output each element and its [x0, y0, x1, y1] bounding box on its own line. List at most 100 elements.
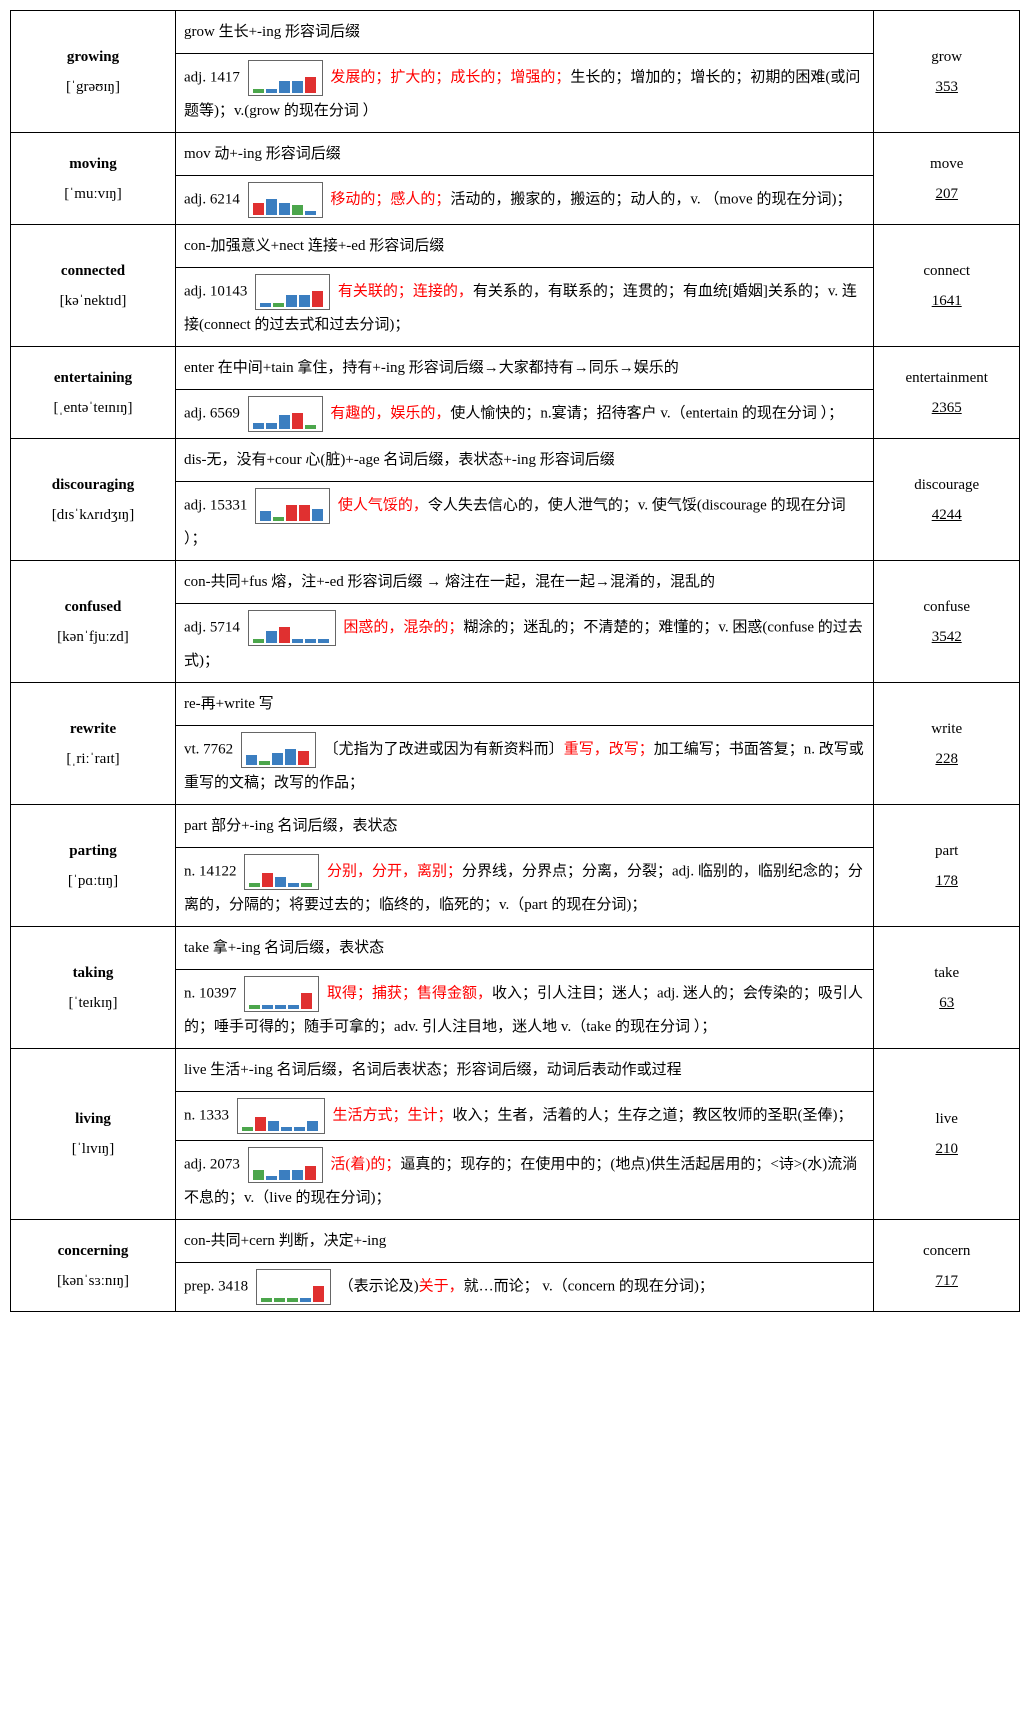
related-rank: 210 [882, 1134, 1011, 1164]
headword: growing [67, 49, 119, 65]
headword: parting [69, 843, 117, 859]
freq-bars [248, 610, 336, 646]
def-rest: 收入；生者，活着的人；生存之道；教区牧师的圣职(圣俸)； [453, 1107, 853, 1123]
headword: living [75, 1111, 111, 1127]
related-rank: 2365 [882, 393, 1011, 423]
vocab-table: growing[ˈgrəʊɪŋ]grow 生长+-ing 形容词后缀grow35… [10, 10, 1020, 1312]
etymology-cell: con-共同+cern 判断，决定+-ing [176, 1220, 874, 1263]
freq-bars [244, 854, 319, 890]
pronunciation: [ˌentəˈteɪnɪŋ] [19, 393, 167, 423]
rank: 2073 [210, 1156, 240, 1172]
word-cell: parting[ˈpɑːtɪŋ] [11, 805, 176, 927]
definition-cell: n. 1333 生活方式；生计；收入；生者，活着的人；生存之道；教区牧师的圣职(… [176, 1092, 874, 1141]
related-rank: 717 [882, 1266, 1011, 1296]
definition-cell: n. 10397 取得；捕获；售得金额，收入；引人注目；迷人；adj. 迷人的；… [176, 970, 874, 1049]
freq-bars [248, 1147, 323, 1183]
pos: vt. [184, 741, 203, 757]
related-word: entertainment [905, 370, 987, 386]
related-word: grow [931, 49, 962, 65]
related-rank: 228 [882, 744, 1011, 774]
freq-bars [255, 274, 330, 310]
pronunciation: [ˈmuːvɪŋ] [19, 179, 167, 209]
word-cell: rewrite[ˌriːˈraɪt] [11, 683, 176, 805]
freq-bars [255, 488, 330, 524]
def-primary: 使人气馁的， [338, 497, 428, 513]
pos: adj. [184, 1156, 210, 1172]
related-word: live [935, 1111, 958, 1127]
related-cell: connect1641 [874, 225, 1020, 347]
pos: n. [184, 863, 199, 879]
freq-bars [248, 396, 323, 432]
related-cell: grow353 [874, 11, 1020, 133]
related-rank: 3542 [882, 622, 1011, 652]
headword: taking [73, 965, 114, 981]
pronunciation: [kənˈsɜːnɪŋ] [19, 1266, 167, 1296]
etymology-cell: con-加强意义+nect 连接+-ed 形容词后缀 [176, 225, 874, 268]
def-primary: 有趣的，娱乐的， [330, 405, 450, 421]
rank: 5714 [210, 619, 240, 635]
word-cell: connected[kəˈnektɪd] [11, 225, 176, 347]
definition-cell: n. 14122 分别，分开，离别；分界线，分界点；分离，分裂；adj. 临别的… [176, 848, 874, 927]
related-cell: discourage4244 [874, 439, 1020, 561]
freq-bars [241, 732, 316, 768]
etymology-cell: enter 在中间+tain 拿住，持有+-ing 形容词后缀→大家都持有→同乐… [176, 347, 874, 390]
def-primary: 活(着)的； [330, 1156, 400, 1172]
related-word: take [934, 965, 959, 981]
headword: connected [61, 263, 125, 279]
def-pre: （表示论及) [339, 1278, 419, 1294]
pronunciation: [ˈgrəʊɪŋ] [19, 72, 167, 102]
word-cell: taking[ˈteɪkɪŋ] [11, 927, 176, 1049]
related-word: discourage [914, 477, 979, 493]
related-cell: move207 [874, 133, 1020, 225]
definition-cell: adj. 1417 发展的；扩大的；成长的；增强的；生长的；增加的；增长的；初期… [176, 54, 874, 133]
etymology-cell: live 生活+-ing 名词后缀，名词后表状态；形容词后缀，动词后表动作或过程 [176, 1049, 874, 1092]
definition-cell: adj. 5714 困惑的，混杂的；糊涂的；迷乱的；不清楚的；难懂的；v. 困惑… [176, 604, 874, 683]
definition-cell: vt. 7762 〔尤指为了改进或因为有新资料而〕重写，改写；加工编写；书面答复… [176, 726, 874, 805]
word-cell: entertaining[ˌentəˈteɪnɪŋ] [11, 347, 176, 439]
etymology-cell: grow 生长+-ing 形容词后缀 [176, 11, 874, 54]
pos: adj. [184, 405, 210, 421]
def-rest: 活动的，搬家的，搬运的；动人的，v. （move 的现在分词)； [450, 191, 851, 207]
rank: 1417 [210, 69, 240, 85]
etymology-cell: mov 动+-ing 形容词后缀 [176, 133, 874, 176]
freq-bars [256, 1269, 331, 1305]
def-primary: 移动的；感人的； [330, 191, 450, 207]
def-primary: 关于， [419, 1278, 464, 1294]
definition-cell: adj. 2073 活(着)的；逼真的；现存的；在使用中的；(地点)供生活起居用… [176, 1141, 874, 1220]
related-word: confuse [923, 599, 970, 615]
rank: 6214 [210, 191, 240, 207]
etymology-cell: take 拿+-ing 名词后缀，表状态 [176, 927, 874, 970]
freq-bars [237, 1098, 325, 1134]
pos: adj. [184, 619, 210, 635]
def-pre: 〔尤指为了改进或因为有新资料而〕 [324, 741, 564, 757]
related-word: move [930, 156, 963, 172]
related-word: write [931, 721, 962, 737]
etymology-cell: con-共同+fus 熔，注+-ed 形容词后缀 → 熔注在一起，混在一起→混淆… [176, 561, 874, 604]
related-rank: 63 [882, 988, 1011, 1018]
definition-cell: prep. 3418 （表示论及)关于，就…而论； v.（concern 的现在… [176, 1263, 874, 1312]
pos: adj. [184, 191, 210, 207]
rank: 10143 [210, 283, 248, 299]
word-cell: confused[kənˈfjuːzd] [11, 561, 176, 683]
rank: 7762 [203, 741, 233, 757]
headword: confused [65, 599, 122, 615]
definition-cell: adj. 6214 移动的；感人的；活动的，搬家的，搬运的；动人的，v. （mo… [176, 176, 874, 225]
word-cell: discouraging[dɪsˈkʌrɪdʒɪŋ] [11, 439, 176, 561]
related-cell: live 210 [874, 1049, 1020, 1220]
related-cell: entertainment 2365 [874, 347, 1020, 439]
definition-cell: adj. 10143 有关联的；连接的，有关系的，有联系的；连贯的；有血统[婚姻… [176, 268, 874, 347]
rank: 3418 [218, 1278, 248, 1294]
headword: concerning [58, 1243, 129, 1259]
word-cell: moving [ˈmuːvɪŋ] [11, 133, 176, 225]
related-cell: take 63 [874, 927, 1020, 1049]
related-word: part [935, 843, 958, 859]
pronunciation: [ˈlɪvɪŋ] [19, 1134, 167, 1164]
headword: moving [69, 156, 117, 172]
def-primary: 重写，改写； [564, 741, 654, 757]
pos: n. [184, 1107, 199, 1123]
def-primary: 取得；捕获；售得金额， [327, 985, 492, 1001]
related-word: concern [923, 1243, 970, 1259]
def-rest: 就…而论； v.（concern 的现在分词)； [464, 1278, 714, 1294]
word-cell: growing [ˈgrəʊɪŋ] [11, 11, 176, 133]
def-rest: 使人愉快的；n.宴请；招待客户 v.（entertain 的现在分词 ）； [450, 405, 843, 421]
